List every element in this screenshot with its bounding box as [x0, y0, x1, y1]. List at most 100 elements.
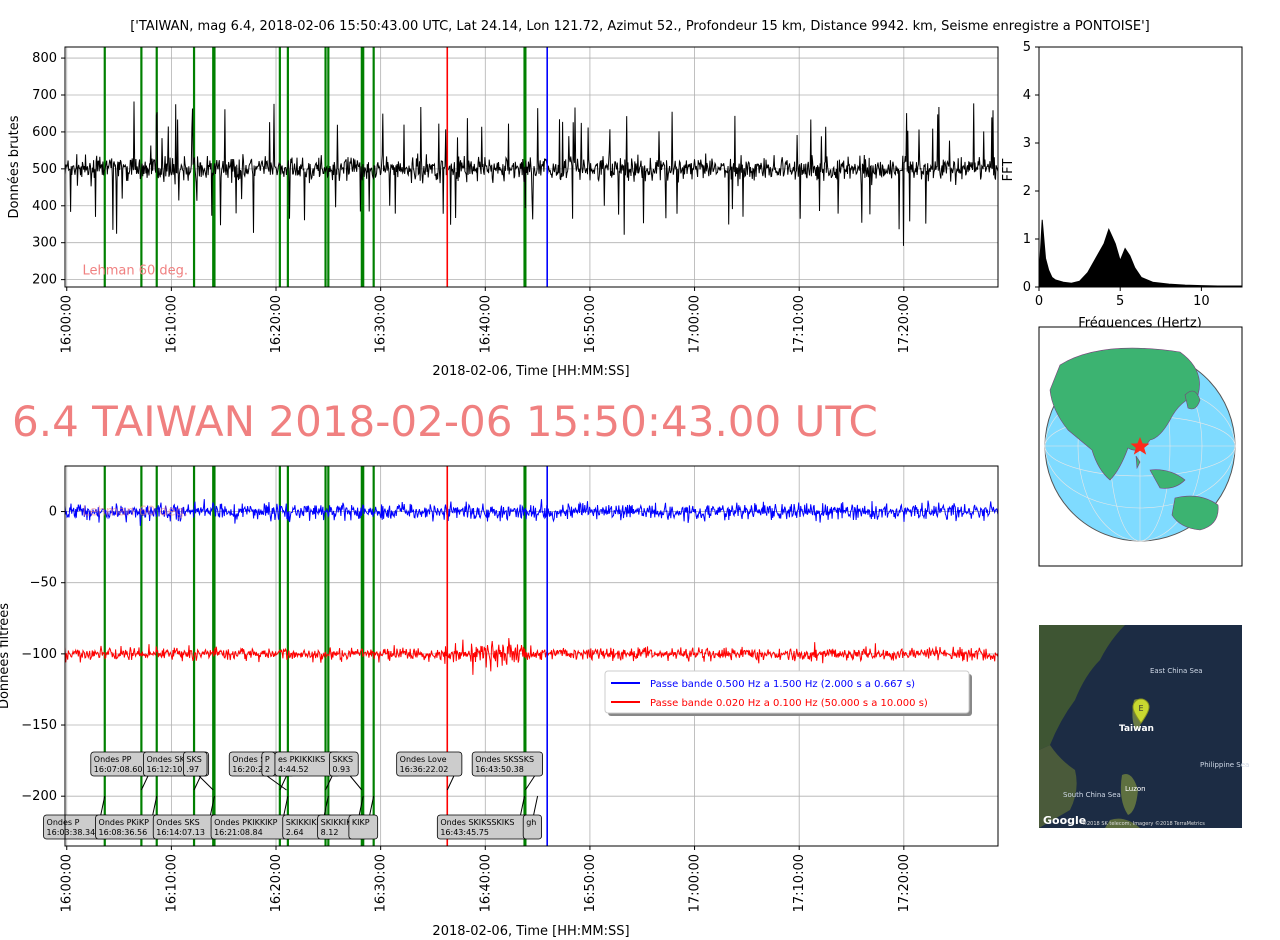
phase-label-arrow: [325, 775, 333, 791]
phase-label-arrow: [279, 775, 287, 791]
map-label-east-china-sea: East China Sea: [1150, 667, 1203, 675]
x-tick-label: 17:00:00: [688, 295, 703, 353]
phase-label-time: 2.64: [286, 828, 304, 837]
phase-label-time: 16:21:08.84: [214, 828, 263, 837]
phase-label-time: 16:20:22.91: [232, 765, 281, 774]
map-label-luzon: Luzon: [1125, 785, 1146, 793]
phase-label-name: SKIKKIKP: [286, 818, 322, 827]
phase-label-box: [396, 751, 463, 777]
fft-y-tick-label: 0: [1023, 280, 1031, 295]
fft-x-ticks: 0 5 10: [1035, 287, 1210, 309]
y-tick-label: 500: [32, 162, 57, 177]
phase-label-time: 16:12:10.40: [146, 765, 195, 774]
phase-label: KIKP: [348, 795, 379, 840]
phase-label-time: 16:14:07.13: [156, 828, 205, 837]
fft-x-tick-label: 5: [1116, 294, 1124, 309]
phase-label-name: Ondes P: [47, 818, 80, 827]
fft-x-tick-label: 10: [1193, 294, 1210, 309]
y-tick-label: 200: [32, 273, 57, 288]
map-label-south-china-sea: South China Sea: [1063, 791, 1121, 799]
x-tick-label: 17:20:00: [897, 295, 912, 353]
phase-label: SKS.97: [183, 751, 214, 791]
phase-label-arrow: [520, 795, 526, 816]
x-tick-label: 16:30:00: [374, 295, 389, 353]
raw-x-label: 2018-02-06, Time [HH:MM:SS]: [432, 364, 629, 379]
phase-label: gh: [522, 795, 543, 840]
phase-label-arrow: [283, 795, 289, 816]
legend-label-band2: Passe bande 0.020 Hz a 0.100 Hz (50.000 …: [650, 698, 928, 709]
x-tick-label: 16:00:00: [60, 854, 75, 912]
phase-label-time: 16:08:36.56: [99, 828, 148, 837]
phase-label-time: 16:03:38.34: [47, 828, 96, 837]
x-tick-label: 16:40:00: [478, 295, 493, 353]
x-tick-label: 16:40:00: [478, 854, 493, 912]
phase-label-name: Ondes SKS: [156, 818, 199, 827]
phase-label: Ondes P16:03:38.34: [43, 795, 110, 840]
map-pin-letter: E: [1138, 704, 1143, 713]
raw-markers: [446, 47, 548, 287]
y-tick-label: −50: [30, 576, 57, 591]
phase-label-arrow: [198, 775, 214, 791]
filtered-markers: [446, 466, 548, 846]
phase-label-name: Ondes SKSSKS: [475, 755, 534, 764]
x-tick-label: 16:30:00: [374, 854, 389, 912]
y-tick-label: −150: [21, 718, 57, 733]
filtered-axes-frame: [64, 465, 999, 847]
x-tick-label: 16:20:00: [269, 295, 284, 353]
phase-label-box: [348, 814, 379, 840]
x-tick-label: 16:50:00: [583, 295, 598, 353]
fft-y-tick-label: 3: [1023, 136, 1031, 151]
filtered-legend: Passe bande 0.500 Hz a 1.500 Hz (2.000 s…: [604, 670, 972, 716]
map-credit: ©2018 SK telecom, Imagery ©2018 TerraMet…: [1082, 820, 1205, 827]
phase-label-time: 16:43:45.75: [440, 828, 489, 837]
x-tick-label: 17:10:00: [792, 295, 807, 353]
google-logo: Google: [1043, 814, 1086, 827]
raw-y-ticks: 200 300 400 500 600 700 800: [32, 51, 65, 288]
y-tick-label: 400: [32, 199, 57, 214]
map-label-taiwan: Taiwan: [1119, 724, 1154, 734]
fft-y-tick-label: 1: [1023, 232, 1031, 247]
filtered-lehman-annotation: Lehman 60 deg.: [82, 505, 188, 520]
fft-y-label: FFT: [1001, 159, 1016, 182]
phase-label-arrow: [369, 795, 375, 816]
fft-x-tick-label: 0: [1035, 294, 1043, 309]
phase-label-arrow: [323, 795, 329, 816]
phase-label-arrow: [349, 775, 363, 791]
figure-title: ['TAIWAN, mag 6.4, 2018-02-06 15:50:43.0…: [130, 19, 1150, 34]
y-tick-label: 700: [32, 88, 57, 103]
phase-label-name: gh: [526, 818, 536, 827]
phase-label-arrow: [358, 795, 364, 816]
phase-label-name: Ondes SKIKSSKIKS: [440, 818, 514, 827]
filtered-trace-band1: [64, 499, 999, 526]
filtered-x-ticks: 16:00:00 16:10:00 16:20:00 16:30:00 16:40:00…: [60, 846, 912, 912]
phase-label-time: 16:36:22.02: [400, 765, 449, 774]
y-tick-label: 800: [32, 51, 57, 66]
phase-label-name: P: [265, 755, 270, 764]
x-tick-label: 17:20:00: [897, 854, 912, 912]
phase-label-arrow: [266, 775, 287, 791]
map-pin-icon: E: [1132, 698, 1150, 724]
phase-label-box: [522, 814, 543, 840]
x-tick-label: 16:10:00: [164, 295, 179, 353]
raw-y-label: Données brutes: [7, 115, 22, 218]
filtered-trace-band2: [64, 638, 999, 675]
fft-spectrum: [1038, 219, 1243, 288]
phase-label-name: es PKIKKIKS: [278, 755, 325, 764]
filtered-x-label: 2018-02-06, Time [HH:MM:SS]: [432, 924, 629, 939]
satellite-map: East China Sea Taiwan Philippine Sea Sou…: [1039, 625, 1249, 828]
phase-label: P2: [261, 751, 287, 791]
y-tick-label: 600: [32, 125, 57, 140]
phase-label-box: [471, 751, 543, 777]
raw-lehman-annotation: Lehman 60 deg.: [82, 263, 188, 278]
fft-y-tick-label: 2: [1023, 184, 1031, 199]
phase-label-time: 16:43:50.38: [475, 765, 524, 774]
epicenter-star-icon: [1130, 437, 1150, 455]
raw-data-panel: Lehman 60 deg. 200 300 400 500 600 700 800 16:…: [7, 46, 999, 379]
phase-label-time: 8.12: [321, 828, 339, 837]
fft-axes-frame: [1038, 46, 1243, 288]
y-tick-label: −100: [21, 647, 57, 662]
